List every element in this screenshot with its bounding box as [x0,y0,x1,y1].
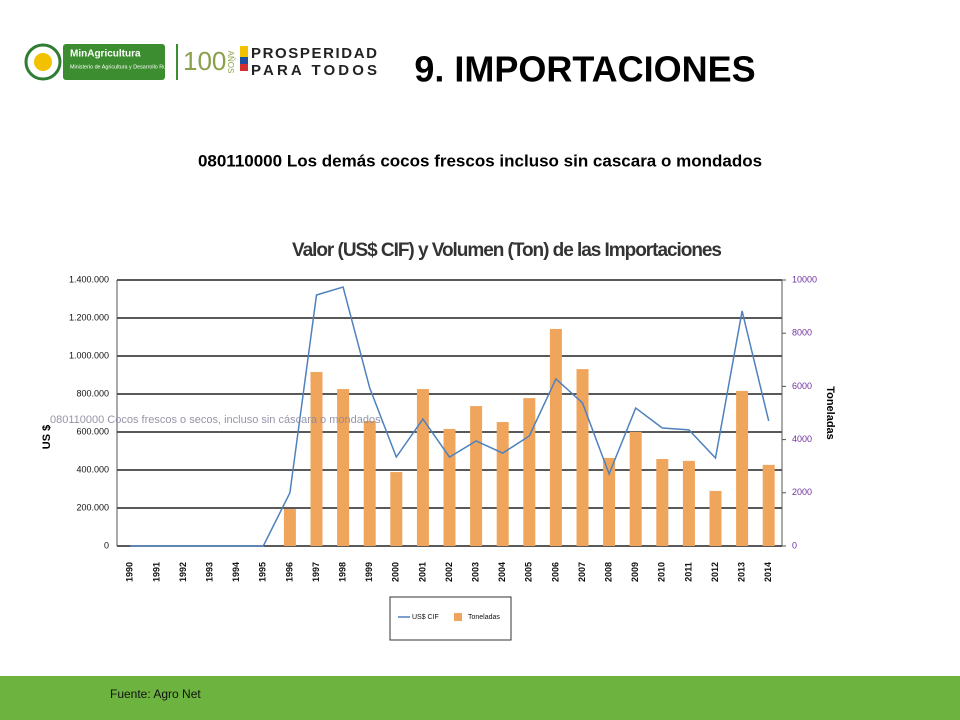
x-tick-label: 1992 [178,562,188,582]
y2-tick-label: 8000 [792,328,812,338]
x-tick-label: 2014 [763,562,773,582]
x-tick-label: 1991 [151,562,161,582]
logo-text: AÑOS [226,51,235,74]
legend-label: Toneladas [468,614,500,621]
y2-tick-label: 2000 [792,487,812,497]
x-tick-label: 1995 [258,562,268,582]
x-tick-label: 2006 [550,562,560,582]
logo-text: PARA TODOS [251,62,377,79]
legend-box [389,596,512,641]
y-tick-label: 600.000 [76,426,109,436]
x-tick-label: 2013 [736,562,746,582]
logo-text: PROSPERIDAD [251,45,377,62]
y-tick-label: 1.200.000 [69,312,109,322]
bar [549,328,562,546]
x-tick-label: 1994 [231,562,241,582]
bar [603,457,616,546]
legend-swatch [454,613,462,621]
y-tick-label: 0 [104,540,109,550]
logo-flag [240,46,248,57]
x-tick-label: 1996 [284,562,294,582]
bar [629,431,642,546]
annotation: 080110000 Cocos frescos o secos, incluso… [50,414,384,426]
bar [310,372,323,546]
footer-band [0,676,960,720]
x-tick-label: 2000 [391,562,401,582]
slide-subtitle: 080110000 Los demás cocos frescos inclus… [198,151,762,170]
logo-seal-core [34,53,52,71]
x-tick-label: 2002 [444,562,454,582]
logo-flag [240,64,248,71]
bar [736,390,749,546]
chart-title: Valor (US$ CIF) y Volumen (Ton) de las I… [292,240,722,261]
footer-source: Fuente: Agro Net [110,687,201,701]
logo-text: MinAgricultura [70,49,141,60]
x-tick-label: 2003 [470,562,480,582]
bar [523,398,536,546]
y-axis-label: US $ [41,425,53,449]
bar [443,428,456,546]
y2-tick-label: 6000 [792,381,812,391]
x-tick-label: 2008 [603,562,613,582]
logo: MinAgricultura Ministerio de Agricultura… [24,43,377,81]
logo-text: 100 [183,46,226,76]
y-tick-label: 1.000.000 [69,350,109,360]
x-tick-label: 1993 [204,562,214,582]
x-tick-label: 2010 [657,562,667,582]
x-tick-label: 2011 [683,562,693,582]
y2-tick-label: 4000 [792,434,812,444]
logo-text: Ministerio de Agricultura y Desarrollo R… [70,64,172,70]
bar [576,369,589,546]
bar [337,389,350,546]
bar [496,422,509,546]
x-tick-label: 1990 [125,562,135,582]
x-tick-label: 2001 [417,562,427,582]
y2-tick-label: 10000 [792,274,817,284]
x-tick-label: 2005 [524,562,534,582]
bar [390,472,403,546]
bar [283,509,296,546]
x-tick-label: 2004 [497,562,507,582]
legend-label: US$ CIF [412,614,439,621]
bar [682,460,695,546]
bar [709,490,722,546]
bar [470,406,483,546]
y2-axis-label: Toneladas [824,386,836,440]
bar [363,420,376,546]
bar [762,464,775,546]
y-tick-label: 400.000 [76,464,109,474]
logo-flag [240,57,248,64]
bar [416,389,429,546]
y-tick-label: 800.000 [76,388,109,398]
logo-box [63,44,165,80]
bar [656,459,669,546]
x-tick-label: 2007 [577,562,587,582]
x-tick-label: 2009 [630,562,640,582]
x-tick-label: 1998 [337,562,347,582]
chart: Valor (US$ CIF) y Volumen (Ton) de las I… [41,240,836,641]
x-tick-label: 2012 [710,562,720,582]
y2-tick-label: 0 [792,540,797,550]
y-tick-label: 1.400.000 [69,274,109,284]
y-tick-label: 200.000 [76,502,109,512]
x-tick-label: 1999 [364,562,374,582]
slide-title: 9. IMPORTACIONES [414,49,755,90]
line [130,286,770,547]
x-tick-label: 1997 [311,562,321,582]
